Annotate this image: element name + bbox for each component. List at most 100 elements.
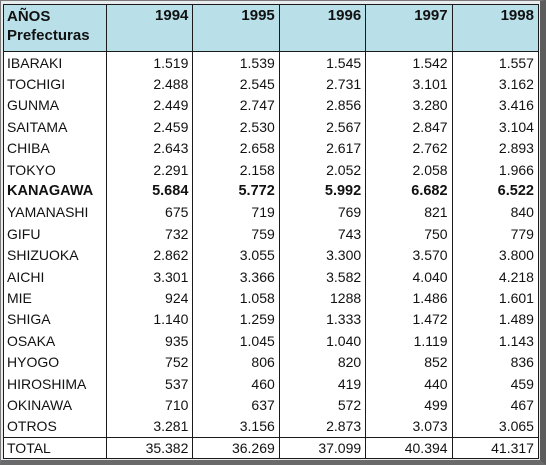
value-cell: 852 <box>365 351 453 373</box>
prefecture-name-cell: KANAGAWA <box>3 180 107 202</box>
value-cell: 2.530 <box>192 116 280 138</box>
value-cell: 2.747 <box>192 94 280 117</box>
prefecture-name-cell: IBARAKI <box>3 51 107 74</box>
table-row: OKINAWA 710 637 572 499 467 <box>3 394 539 416</box>
value-cell: 2.158 <box>192 158 280 181</box>
total-cell: 35.382 <box>105 437 194 460</box>
value-cell: 2.862 <box>105 244 194 266</box>
value-cell: 572 <box>278 394 367 416</box>
years-header-label: AÑOS <box>7 8 51 25</box>
value-cell: 1.539 <box>192 51 280 74</box>
value-cell: 675 <box>105 201 194 224</box>
value-cell: 2.856 <box>278 94 367 117</box>
table-row: HIROSHIMA 537 460 419 440 459 <box>3 372 539 395</box>
value-cell: 743 <box>278 223 367 245</box>
value-cell: 6.522 <box>451 180 539 202</box>
header-row: AÑOS Prefecturas 1994 1995 1996 1997 199… <box>3 4 539 52</box>
value-cell: 710 <box>105 394 194 416</box>
value-cell: 2.731 <box>278 73 367 95</box>
table-row: HYOGO 752 806 820 852 836 <box>3 351 539 373</box>
value-cell: 460 <box>192 372 280 395</box>
value-cell: 806 <box>192 351 280 373</box>
total-row: TOTAL 35.382 36.269 37.099 40.394 41.317 <box>3 437 539 460</box>
value-cell: 3.416 <box>451 94 539 117</box>
table-row: CHIBA 2.643 2.658 2.617 2.762 2.893 <box>3 137 539 159</box>
total-cell: 41.317 <box>451 437 539 460</box>
prefecture-name-cell: CHIBA <box>3 137 107 159</box>
value-cell: 537 <box>105 372 194 395</box>
value-cell: 4.218 <box>451 265 539 288</box>
value-cell: 924 <box>105 287 194 309</box>
prefecture-data-table: AÑOS Prefecturas 1994 1995 1996 1997 199… <box>3 4 539 460</box>
value-cell: 2.545 <box>192 73 280 95</box>
value-cell: 1.486 <box>365 287 453 309</box>
value-cell: 836 <box>451 351 539 373</box>
value-cell: 2.058 <box>365 158 453 181</box>
prefecture-name-cell: YAMANASHI <box>3 201 107 224</box>
value-cell: 5.992 <box>278 180 367 202</box>
value-cell: 3.570 <box>365 244 453 266</box>
table-row: OSAKA 935 1.045 1.040 1.119 1.143 <box>3 330 539 352</box>
value-cell: 1.259 <box>192 308 280 331</box>
prefecture-name-cell: TOCHIGI <box>3 73 107 95</box>
value-cell: 1.545 <box>278 51 367 74</box>
value-cell: 5.772 <box>192 180 280 202</box>
prefecture-name-cell: GIFU <box>3 223 107 245</box>
value-cell: 1.601 <box>451 287 539 309</box>
value-cell: 3.582 <box>278 265 367 288</box>
value-cell: 1.140 <box>105 308 194 331</box>
prefecture-name-cell: TOKYO <box>3 158 107 181</box>
total-label: TOTAL <box>3 437 107 460</box>
value-cell: 750 <box>365 223 453 245</box>
year-header-1997: 1997 <box>365 4 453 52</box>
total-cell: 36.269 <box>192 437 280 460</box>
value-cell: 5.684 <box>105 180 194 202</box>
value-cell: 1.542 <box>365 51 453 74</box>
value-cell: 3.073 <box>365 415 453 438</box>
value-cell: 499 <box>365 394 453 416</box>
value-cell: 769 <box>278 201 367 224</box>
table-row: TOCHIGI 2.488 2.545 2.731 3.101 3.162 <box>3 73 539 95</box>
table-row: IBARAKI 1.519 1.539 1.545 1.542 1.557 <box>3 51 539 74</box>
value-cell: 2.893 <box>451 137 539 159</box>
value-cell: 1.966 <box>451 158 539 181</box>
value-cell: 3.101 <box>365 73 453 95</box>
value-cell: 2.643 <box>105 137 194 159</box>
prefecture-name-cell: GUNMA <box>3 94 107 117</box>
value-cell: 2.488 <box>105 73 194 95</box>
value-cell: 1.045 <box>192 330 280 352</box>
value-cell: 3.300 <box>278 244 367 266</box>
table-row: SHIGA 1.140 1.259 1.333 1.472 1.489 <box>3 308 539 331</box>
table-row: SAITAMA 2.459 2.530 2.567 2.847 3.104 <box>3 116 539 138</box>
prefecture-name-cell: SAITAMA <box>3 116 107 138</box>
table-row: TOKYO 2.291 2.158 2.052 2.058 1.966 <box>3 158 539 181</box>
value-cell: 1288 <box>278 287 367 309</box>
value-cell: 419 <box>278 372 367 395</box>
year-header-1994: 1994 <box>105 4 194 52</box>
total-cell: 40.394 <box>365 437 453 460</box>
table-row: SHIZUOKA 2.862 3.055 3.300 3.570 3.800 <box>3 244 539 266</box>
prefecture-name-cell: OKINAWA <box>3 394 107 416</box>
value-cell: 2.567 <box>278 116 367 138</box>
value-cell: 821 <box>365 201 453 224</box>
table-row: KANAGAWA 5.684 5.772 5.992 6.682 6.522 <box>3 180 539 202</box>
value-cell: 1.058 <box>192 287 280 309</box>
value-cell: 2.291 <box>105 158 194 181</box>
value-cell: 2.052 <box>278 158 367 181</box>
table-row: YAMANASHI 675 719 769 821 840 <box>3 201 539 224</box>
value-cell: 2.658 <box>192 137 280 159</box>
value-cell: 467 <box>451 394 539 416</box>
year-header-1998: 1998 <box>451 4 539 52</box>
value-cell: 1.333 <box>278 308 367 331</box>
prefecture-name-cell: MIE <box>3 287 107 309</box>
value-cell: 2.762 <box>365 137 453 159</box>
value-cell: 440 <box>365 372 453 395</box>
prefectures-header-label: Prefecturas <box>7 27 90 44</box>
prefecture-name-cell: SHIGA <box>3 308 107 331</box>
value-cell: 935 <box>105 330 194 352</box>
value-cell: 3.366 <box>192 265 280 288</box>
value-cell: 2.873 <box>278 415 367 438</box>
value-cell: 2.459 <box>105 116 194 138</box>
value-cell: 3.065 <box>451 415 539 438</box>
